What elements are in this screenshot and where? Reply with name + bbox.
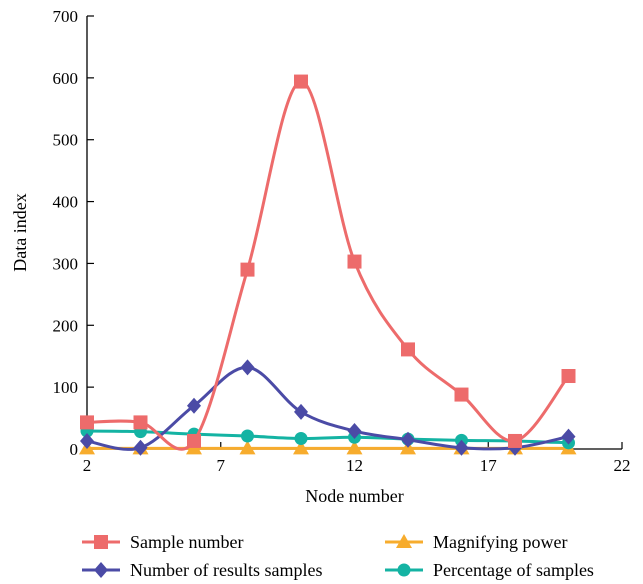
data-point [80,415,94,430]
data-point [240,262,255,277]
ticks: 0 100 200 300 400 500 600 700 2 7 12 17 22 [53,7,631,475]
data-point [133,439,148,456]
x-tick-label: 2 [83,456,92,475]
legend-item: Percentage of samples [385,560,594,580]
x-axis-title: Node number [305,486,403,506]
legend-marker [397,563,411,577]
data-point [346,440,363,455]
series-2 [80,359,576,456]
x-tick-label: 12 [346,456,363,475]
data-point [561,369,576,384]
legend-marker [396,534,412,548]
y-tick-label: 200 [53,316,79,335]
data-point [561,428,576,445]
y-tick-label: 500 [53,131,79,150]
legend-item: Number of results samples [82,560,322,580]
data-point [508,433,522,448]
legend: Sample number Magnifying power Number of r… [82,532,594,580]
y-tick-label: 400 [53,193,79,212]
x-tick-label: 17 [480,456,498,475]
axes [86,16,622,450]
series-group [79,74,577,456]
data-point [187,433,201,448]
y-tick-label: 600 [53,69,79,88]
data-point [240,359,255,376]
data-point [347,254,362,269]
y-tick-label: 300 [53,254,79,273]
legend-marker [94,535,108,549]
legend-marker [94,562,108,578]
data-point [239,440,256,455]
data-point [80,432,94,449]
data-point [401,431,415,448]
y-tick-label: 700 [53,7,79,26]
data-point [187,397,201,414]
y-axis-title: Data index [10,193,30,271]
data-point [293,440,309,455]
data-point [294,431,308,445]
series-line [86,365,569,451]
legend-item: Magnifying power [385,532,567,552]
legend-item: Sample number [82,532,243,552]
y-tick-label: 100 [53,378,79,397]
data-point [454,387,469,402]
series-line [86,429,569,445]
data-point [454,439,469,456]
data-point [294,74,308,89]
series-line [86,80,570,451]
data-point [401,342,415,357]
x-tick-label: 7 [217,456,226,475]
axis-titles: Node number Data index [10,193,404,506]
data-point [133,415,148,430]
x-tick-label: 22 [614,456,631,475]
legend-label: Percentage of samples [433,560,594,580]
data-point [294,403,308,420]
y-tick-label: 0 [70,440,79,459]
series-0 [80,74,576,451]
data-point [347,423,362,440]
data-point [241,429,254,443]
legend-label: Sample number [130,532,243,552]
legend-label: Magnifying power [433,532,567,552]
legend-label: Number of results samples [130,560,322,580]
